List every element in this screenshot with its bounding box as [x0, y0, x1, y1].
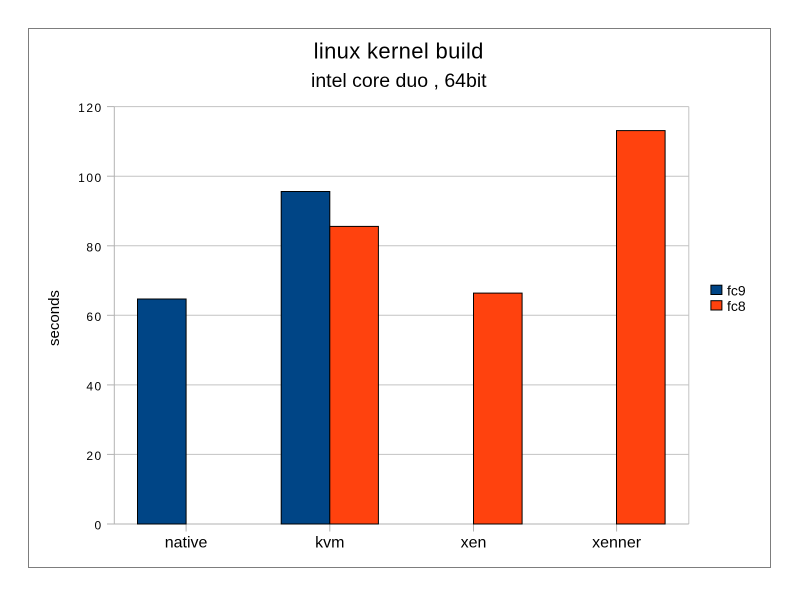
svg-text:xen: xen [461, 535, 487, 552]
svg-text:fc9: fc9 [727, 283, 746, 299]
svg-text:native: native [165, 535, 208, 552]
svg-text:40: 40 [86, 380, 102, 394]
svg-text:0: 0 [95, 519, 103, 533]
svg-text:120: 120 [78, 101, 103, 115]
svg-text:linux kernel build: linux kernel build [314, 38, 484, 63]
svg-text:intel core duo , 64bit: intel core duo , 64bit [311, 70, 487, 92]
svg-text:seconds: seconds [46, 290, 63, 346]
svg-text:60: 60 [86, 310, 102, 324]
svg-text:kvm: kvm [315, 535, 344, 552]
svg-text:fc8: fc8 [727, 298, 746, 314]
svg-text:100: 100 [78, 171, 103, 185]
svg-text:xenner: xenner [592, 535, 642, 552]
svg-text:80: 80 [86, 240, 102, 254]
svg-text:20: 20 [86, 449, 102, 463]
